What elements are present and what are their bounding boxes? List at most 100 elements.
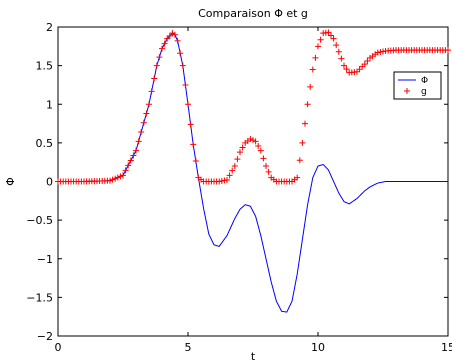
- g-marker: [304, 101, 311, 108]
- g-marker: [161, 40, 168, 47]
- g-marker: [445, 47, 451, 54]
- x-tick-label: 10: [311, 341, 325, 354]
- x-tick-label: 5: [185, 341, 192, 354]
- g-marker: [164, 35, 171, 42]
- g-marker: [359, 63, 366, 70]
- g-marker: [309, 66, 316, 73]
- y-tick-label: −2: [37, 330, 53, 343]
- g-marker: [174, 37, 181, 44]
- g-marker: [159, 45, 165, 52]
- legend-entry-label: g: [421, 87, 427, 97]
- g-marker: [156, 54, 163, 61]
- legend-entry-label: Φ: [421, 76, 428, 86]
- x-tick-label: 0: [55, 341, 62, 354]
- g-marker: [166, 32, 173, 39]
- g-marker: [239, 144, 246, 151]
- g-marker: [374, 49, 381, 56]
- g-marker: [315, 43, 321, 50]
- x-tick-label: 15: [441, 341, 452, 354]
- g-marker: [317, 36, 324, 43]
- g-marker: [380, 48, 386, 55]
- g-marker: [231, 163, 238, 170]
- y-tick-label: −1: [37, 253, 53, 266]
- g-marker: [294, 174, 301, 181]
- g-marker: [148, 88, 155, 95]
- g-marker: [335, 48, 342, 55]
- y-tick-label: −0.5: [26, 214, 53, 227]
- g-marker: [263, 163, 269, 170]
- series-markers-g: [55, 29, 451, 185]
- g-marker: [216, 178, 223, 185]
- g-marker: [364, 57, 371, 64]
- g-marker: [130, 152, 137, 159]
- g-marker: [255, 142, 262, 149]
- y-tick-label: 2: [46, 21, 53, 34]
- g-marker: [185, 101, 191, 108]
- g-marker: [143, 110, 150, 117]
- g-marker: [250, 137, 256, 144]
- g-marker: [237, 149, 243, 156]
- g-marker: [265, 168, 272, 175]
- g-marker: [330, 35, 337, 42]
- g-marker: [179, 62, 186, 69]
- y-tick-label: 0: [46, 176, 53, 189]
- g-marker: [138, 129, 145, 136]
- g-marker: [299, 139, 306, 146]
- chart-title: Comparaison Φ et g: [198, 7, 308, 20]
- g-marker: [226, 172, 233, 179]
- legend-box: [393, 71, 442, 100]
- legend-swatch-g: [404, 88, 410, 94]
- g-marker: [338, 55, 345, 62]
- g-marker: [192, 158, 199, 165]
- x-axis-label: t: [251, 350, 256, 363]
- g-marker: [221, 177, 228, 184]
- g-marker: [328, 32, 334, 39]
- g-marker: [151, 75, 158, 82]
- g-marker: [146, 101, 152, 108]
- g-marker: [341, 62, 347, 69]
- y-tick-label: −1.5: [26, 291, 53, 304]
- g-marker: [307, 83, 314, 90]
- g-marker: [333, 42, 340, 49]
- g-marker: [252, 138, 259, 145]
- g-marker: [218, 177, 225, 184]
- g-marker: [122, 167, 129, 174]
- y-tick-label: 1.5: [36, 60, 54, 73]
- g-marker: [135, 138, 142, 145]
- g-marker: [120, 172, 126, 179]
- g-marker: [343, 66, 350, 73]
- g-marker: [377, 48, 384, 55]
- g-marker: [296, 157, 303, 164]
- g-marker: [190, 141, 197, 148]
- plot-area: 0 5 10 15 −2 −1.5 −1 −0.5 0 0.5 1 1.5 2 Φg: [26, 21, 452, 354]
- g-marker: [133, 147, 139, 154]
- g-marker: [117, 173, 124, 180]
- g-marker: [356, 66, 363, 73]
- g-marker: [109, 176, 116, 183]
- g-marker: [312, 54, 319, 61]
- g-marker: [325, 29, 332, 36]
- y-tick-label: 1: [46, 98, 53, 111]
- series-line-phi: [58, 32, 448, 313]
- y-tick-label: 0.5: [36, 137, 54, 150]
- g-marker: [125, 162, 132, 169]
- g-marker: [107, 177, 113, 184]
- g-marker: [114, 174, 121, 181]
- g-marker: [234, 156, 241, 163]
- g-marker: [229, 167, 236, 174]
- g-marker: [177, 50, 184, 57]
- g-marker: [224, 176, 230, 183]
- g-marker: [112, 175, 119, 182]
- g-marker: [247, 136, 254, 143]
- g-marker: [182, 81, 189, 88]
- g-marker: [260, 155, 267, 162]
- g-marker: [354, 68, 360, 75]
- y-axis-label: Φ: [4, 177, 17, 186]
- g-marker: [257, 147, 264, 154]
- g-marker: [140, 119, 147, 126]
- g-marker: [302, 120, 308, 127]
- g-marker: [187, 121, 194, 128]
- g-marker: [361, 61, 368, 68]
- g-marker: [172, 31, 178, 38]
